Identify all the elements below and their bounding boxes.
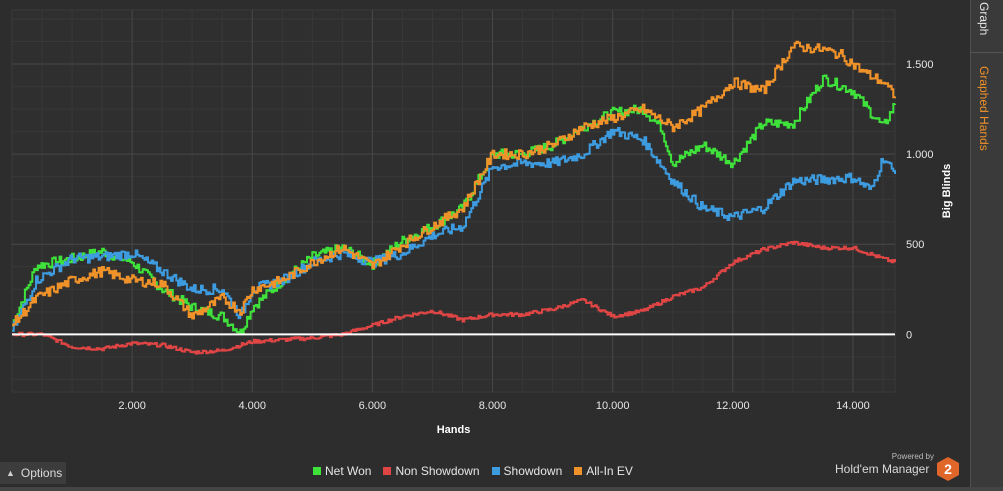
legend-swatch [491,467,500,475]
chart-legend: Net Won Non Showdown Showdown All-In EV [313,464,633,478]
legend-item-net-won[interactable]: Net Won [313,464,371,478]
x-tick-label: 8.000 [479,400,507,412]
x-tick-label: 4.000 [239,400,267,412]
legend-label: Net Won [325,464,372,478]
window-bottom-edge [0,487,1003,491]
series-line-showdown [12,127,896,332]
options-label: Options [20,466,63,480]
view-tabs: Graph Graphed Hands [970,0,1003,491]
options-button[interactable]: ▲ Options [0,462,66,484]
y-tick-label: 500 [906,239,924,251]
x-tick-label: 6.000 [359,400,387,412]
legend-label: All-In EV [586,464,633,478]
plot-background [11,9,896,393]
legend-swatch [383,467,392,475]
y-tick-label: 1.000 [906,149,934,161]
y-tick-label: 0 [906,329,912,341]
y-tick-label: 1.500 [906,59,934,71]
bankroll-graph[interactable]: 2.000 4.000 6.000 8.000 10.000 12.000 14.000 0 5… [0,0,970,491]
y-axis-title: Big Blinds [941,164,953,218]
chart-area: 2.000 4.000 6.000 8.000 10.000 12.000 14.000 0 5… [0,0,970,491]
series-line-all-in-ev [12,40,896,327]
chevron-up-icon: ▲ [6,468,15,478]
legend-item-non-showdown[interactable]: Non Showdown [383,464,480,478]
tab-graphed-hands[interactable]: Graphed Hands [977,66,991,151]
legend-label: Non Showdown [395,464,480,478]
x-axis-title: Hands [437,424,471,436]
legend-item-all-in-ev[interactable]: All-In EV [574,464,633,478]
series-line-non-showdown [12,240,896,355]
legend-swatch [574,467,583,475]
brand-name: Hold'em Manager [835,462,930,476]
tab-graph[interactable]: Graph [977,2,991,36]
brand-badge: Powered by Hold'em Manager 2 [830,452,964,484]
svg-text:2: 2 [944,461,952,477]
legend-swatch [313,467,321,475]
holdem-manager-logo-icon: 2 [937,457,959,481]
x-tick-label: 14.000 [836,400,870,412]
powered-by-text: Powered by [891,452,934,461]
x-tick-label: 12.000 [716,400,750,412]
legend-label: Showdown [503,464,563,478]
x-tick-label: 2.000 [118,400,146,412]
tab-divider [971,52,1003,53]
legend-item-showdown[interactable]: Showdown [491,464,563,478]
x-tick-label: 10.000 [596,400,630,412]
